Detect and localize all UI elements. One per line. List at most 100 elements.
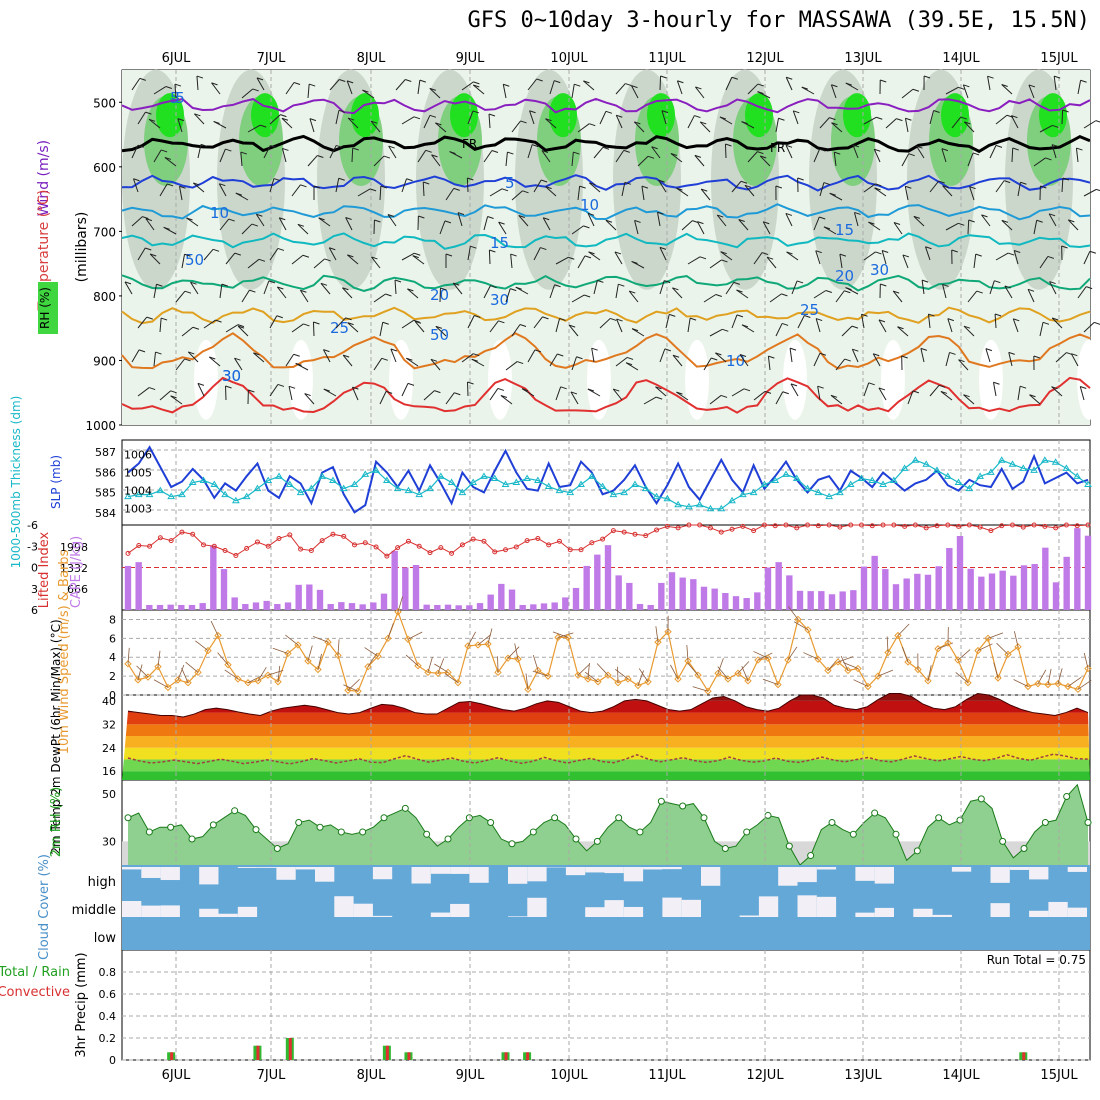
wind-barb (709, 328, 723, 337)
wind-barb (1040, 185, 1047, 189)
wind-barb (1075, 148, 1079, 163)
contour-label: 30 (222, 367, 241, 385)
wind-speed-marker (714, 669, 722, 677)
wind-barb (641, 185, 649, 189)
lifted-index-marker (449, 550, 455, 556)
rh-contour-fill (156, 93, 184, 138)
wind-speed-marker (684, 657, 692, 665)
wind-barb (781, 293, 788, 297)
wind-barb (329, 247, 336, 251)
wind-barb (1051, 386, 1058, 390)
wind-barb (449, 151, 456, 155)
wind-barb (307, 84, 310, 99)
wind-barb (873, 149, 881, 163)
cape-bar (167, 604, 174, 610)
wind-barb (831, 84, 838, 88)
contour-label: 5 (505, 174, 515, 192)
thickness-marker (685, 502, 693, 510)
wind-barb (184, 253, 191, 257)
wind-barb (715, 352, 722, 356)
precip-tick-label: 0.8 (99, 966, 117, 979)
wind-barb (968, 219, 975, 223)
rh2m-axis-label: 2m RH (%) (49, 787, 64, 858)
wind-barb (744, 184, 755, 197)
wind-barb (699, 121, 711, 133)
wind-barb (291, 254, 304, 265)
wind-barb (907, 390, 914, 405)
wind-barb (1054, 75, 1061, 79)
date-tick-label-bottom: 8JUL (357, 1068, 387, 1083)
wind-barb (131, 78, 141, 91)
lifted-index-marker (395, 545, 401, 551)
cape-bar (754, 592, 761, 610)
wind-barb (993, 381, 1000, 385)
wind-barb (357, 188, 371, 197)
wind-speed-marker (424, 668, 432, 677)
wind-barb (743, 388, 751, 392)
thickness-marker (242, 492, 251, 500)
rh-marker (359, 828, 367, 836)
thickness-marker (954, 478, 963, 485)
isotherm-line (121, 232, 1091, 250)
wind-barb (137, 316, 148, 329)
wind-barb (813, 290, 827, 299)
lifted-index-marker (298, 546, 304, 552)
wind-barb (185, 661, 199, 673)
isotherm-line (121, 134, 1091, 154)
thickness-marker (458, 488, 467, 496)
wind-barb (209, 356, 216, 360)
wind-barb (876, 116, 883, 120)
wind-barb (323, 349, 331, 363)
wind-barb (387, 214, 395, 217)
wind-barb (552, 631, 569, 638)
pressure-axis-label: (millibars) (74, 212, 90, 283)
wind-barb (1011, 147, 1014, 163)
rh-contour-fill (647, 93, 675, 138)
cloud-gap (372, 867, 393, 880)
wind-barb (217, 652, 229, 666)
wind-barb (429, 114, 437, 118)
wind-barb (1028, 84, 1036, 88)
lifted-index-marker (740, 523, 746, 529)
wind-barb (1012, 318, 1019, 333)
temp-tick-label: 40 (102, 695, 116, 708)
freezing-level-label: FR (770, 141, 785, 155)
wind-barb (725, 143, 732, 147)
rh-marker (316, 823, 324, 831)
wind-barb (522, 190, 529, 194)
wind-barb (276, 315, 283, 319)
wind-speed-marker (204, 646, 212, 655)
wind-barb (833, 152, 837, 167)
wind-barb (972, 152, 980, 156)
wind-barb (309, 118, 315, 133)
wind-barb (687, 662, 699, 676)
cape-bar (604, 545, 612, 610)
wind-barb (534, 349, 542, 353)
wind-barb (269, 315, 278, 329)
wind-barb (1077, 286, 1087, 299)
slp-tick-label: 1006 (124, 448, 152, 461)
wind-barb (407, 631, 423, 640)
wind-barb (549, 353, 558, 367)
wind-barb (197, 383, 205, 397)
wind-barb (583, 225, 590, 229)
lifted-index-marker (287, 532, 293, 538)
lifted-index-marker (427, 550, 433, 556)
wind-barb (137, 247, 146, 261)
wind-barb (193, 182, 200, 186)
lifted-index-marker (977, 524, 983, 530)
cloud-gap (430, 912, 451, 917)
contour-label: 25 (800, 301, 819, 319)
wind-barb (901, 355, 908, 359)
wind-barb (136, 665, 149, 678)
wind-barb (587, 212, 595, 216)
wind-barb (401, 116, 415, 125)
chart-title: GFS 0~10day 3-hourly for MASSAWA (39.5E,… (467, 8, 1090, 33)
wind-barb (995, 180, 1005, 193)
wind-barb (670, 664, 679, 680)
wind-barb (813, 353, 821, 367)
thickness-marker (814, 488, 823, 496)
cape-bar (615, 575, 622, 610)
wind-barb (835, 358, 846, 371)
lifted-index-marker (1085, 522, 1091, 528)
